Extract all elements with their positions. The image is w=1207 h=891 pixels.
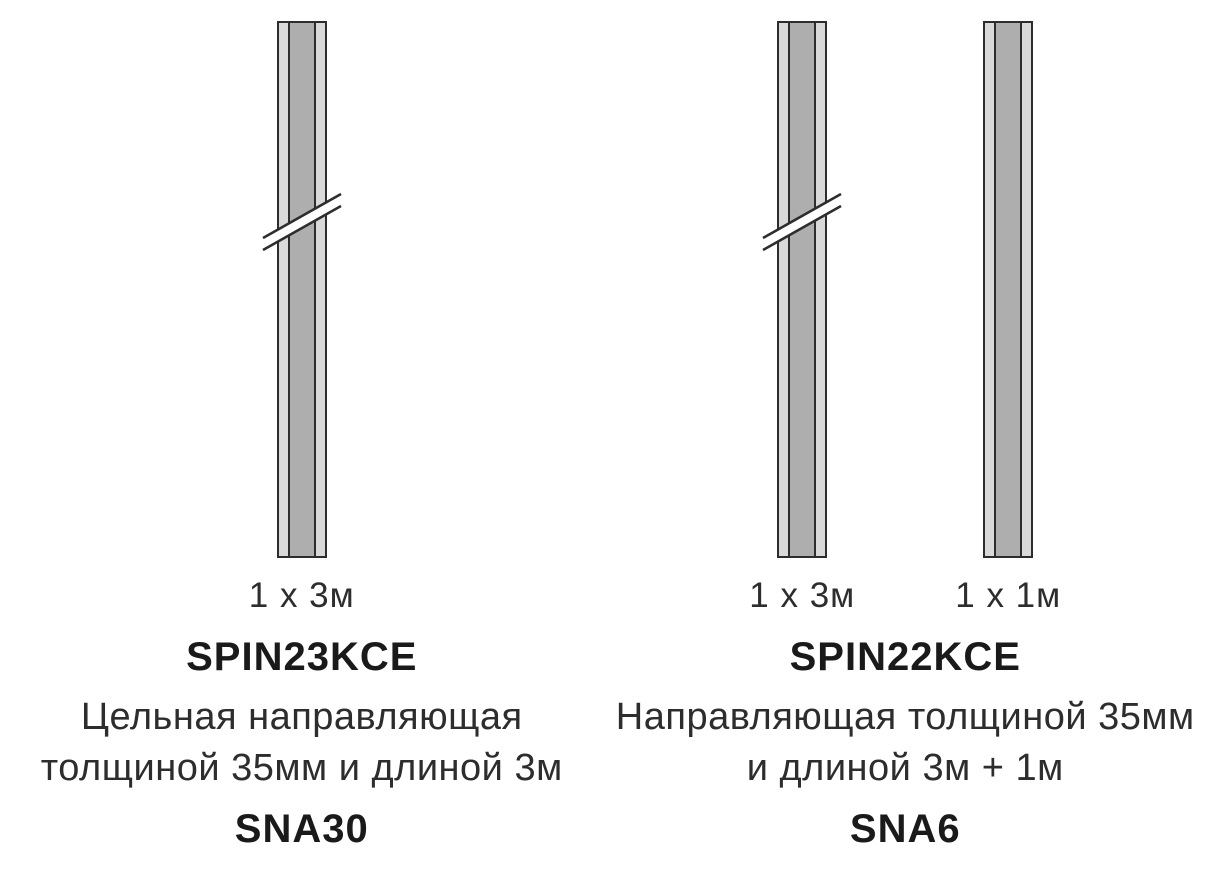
product-block-0: 1 x 3м SPIN23KCE Цельная направляющая то… [0,20,604,891]
rail-unit-0-0: 1 x 3м [249,20,355,616]
products-container: 1 x 3м SPIN23KCE Цельная направляющая то… [0,0,1207,891]
product-description: Направляющая толщиной 35мм и длиной 3м +… [604,692,1207,795]
rails-area-0: 1 x 3м [249,20,355,600]
rails-area-1: 1 x 3м 1 x 1м [749,20,1061,600]
sub-code: SNA6 [850,807,961,852]
sub-code: SNA30 [235,807,369,852]
product-description: Цельная направляющая толщиной 35мм и дли… [0,692,604,795]
rail-size-label: 1 x 3м [249,576,355,616]
rail-unit-1-0: 1 x 3м [749,20,855,616]
rail-size-label: 1 x 1м [955,576,1061,616]
rail-diagram-icon [963,20,1053,560]
rail-diagram-icon [757,20,847,560]
rail-size-label: 1 x 3м [749,576,855,616]
product-block-1: 1 x 3м 1 x 1м SPIN22KCE Направляющая тол… [604,20,1207,891]
rail-diagram-icon [257,20,347,560]
rail-unit-1-1: 1 x 1м [955,20,1061,616]
model-code: SPIN23KCE [186,635,417,680]
model-code: SPIN22KCE [790,635,1021,680]
